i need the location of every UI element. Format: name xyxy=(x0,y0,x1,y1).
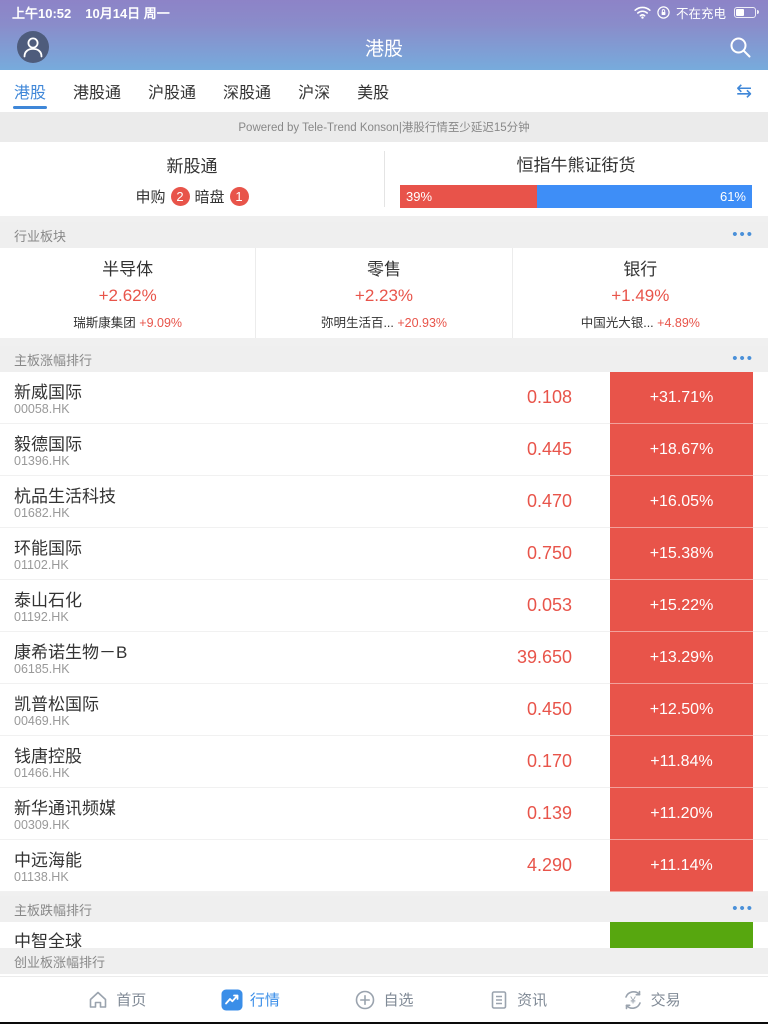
stock-row[interactable]: 泰山石化 01192.HK 0.053 +15.22% xyxy=(0,580,768,632)
stock-row[interactable]: 杭品生活科技 01682.HK 0.470 +16.05% xyxy=(0,476,768,528)
market-tab-bar: 港股 港股通 沪股通 深股通 沪深 美股 ⇆ xyxy=(0,70,768,112)
tab-hk[interactable]: 港股 xyxy=(14,70,46,112)
svg-text:¥: ¥ xyxy=(629,995,636,1006)
nav-home[interactable]: 首页 xyxy=(87,989,146,1011)
battery-icon xyxy=(734,6,759,18)
sector-section-title: 行业板块 xyxy=(14,228,67,244)
tab-us[interactable]: 美股 xyxy=(357,85,390,102)
ipo-darkpool-label: 暗盘 xyxy=(194,188,225,206)
account-avatar-icon[interactable] xyxy=(16,30,50,64)
cbbc-ratio-bar: 39% 61% xyxy=(400,184,752,208)
gem-gainers-header: 创业板涨幅排行 xyxy=(0,948,768,974)
ipo-darkpool-count-badge: 1 xyxy=(229,186,249,206)
trade-icon: ¥ xyxy=(624,990,641,1009)
status-bar: 上午10:52 10月14日 周一 不在充电 xyxy=(0,0,768,24)
home-indicator-bar xyxy=(0,1022,768,1024)
tab-sh-connect[interactable]: 沪股通 xyxy=(148,85,197,102)
change-badge: +31.71% xyxy=(610,372,753,424)
search-icon[interactable] xyxy=(728,35,752,59)
ipo-panel[interactable]: 新股通 申购 2 暗盘 1 xyxy=(0,142,384,216)
tab-hu-shen[interactable]: 沪深 xyxy=(298,85,331,102)
stock-row[interactable]: 中远海能 01138.HK 4.290 +11.14% xyxy=(0,840,768,892)
summary-divider xyxy=(384,151,385,207)
app-header: 港股 xyxy=(0,24,768,70)
top-gradient: 上午10:52 10月14日 周一 不在充电 港股 xyxy=(0,0,768,70)
stock-row[interactable]: 中智全球 xyxy=(0,922,768,948)
stock-row[interactable]: 钱唐控股 01466.HK 0.170 +11.84% xyxy=(0,736,768,788)
news-icon xyxy=(491,990,507,1009)
battery-status-text: 不在充电 xyxy=(675,6,726,21)
main-gainers-title: 主板涨幅排行 xyxy=(14,352,93,368)
change-badge: +15.22% xyxy=(610,580,753,632)
section-gap xyxy=(0,216,768,222)
change-badge: +11.14% xyxy=(610,840,753,892)
main-losers-header: 主板跌幅排行 ••• xyxy=(0,896,768,922)
tab-sz-connect[interactable]: 深股通 xyxy=(223,85,272,102)
page-title: 港股 xyxy=(364,38,403,60)
data-delay-notice: Powered by Tele-Trend Konson|港股行情至少延迟15分… xyxy=(0,112,768,142)
change-badge: +16.05% xyxy=(610,476,753,528)
ipo-title: 新股通 xyxy=(166,156,218,176)
section-gap xyxy=(0,892,768,896)
nav-trade[interactable]: ¥ 交易 xyxy=(622,989,681,1011)
nav-news[interactable]: 资讯 xyxy=(488,989,547,1011)
ipo-subscribe-count-badge: 2 xyxy=(170,186,190,206)
ipo-subscribe-label: 申购 xyxy=(135,188,166,206)
sector-cards: 半导体 +2.62% 瑞斯康集团 +9.09% 零售 +2.23% 弥明生活百.… xyxy=(0,248,768,338)
main-gainers-more-icon[interactable]: ••• xyxy=(732,350,754,367)
home-icon xyxy=(89,991,107,1008)
nav-quotes[interactable]: 行情 xyxy=(221,989,280,1011)
sector-card-retail[interactable]: 零售 +2.23% 弥明生活百... +20.93% xyxy=(255,248,511,338)
stock-row[interactable]: 新威国际 00058.HK 0.108 +31.71% xyxy=(0,372,768,424)
wifi-icon xyxy=(634,6,651,19)
market-summary: 新股通 申购 2 暗盘 1 恒指牛熊证街货 39% 61% xyxy=(0,142,768,216)
change-badge xyxy=(610,922,753,948)
sector-card-bank[interactable]: 银行 +1.49% 中国光大银... +4.89% xyxy=(511,248,768,338)
add-watchlist-icon xyxy=(356,990,375,1009)
cbbc-bull-bar: 39% xyxy=(400,184,538,208)
change-badge: +11.84% xyxy=(610,736,753,788)
bottom-nav: 首页 行情 自选 资讯 ¥ 交易 xyxy=(0,976,768,1022)
stock-row[interactable]: 毅德国际 01396.HK 0.445 +18.67% xyxy=(0,424,768,476)
main-losers-more-icon[interactable]: ••• xyxy=(732,900,754,917)
cbbc-title: 恒指牛熊证街货 xyxy=(516,155,636,175)
stock-row[interactable]: 环能国际 01102.HK 0.750 +15.38% xyxy=(0,528,768,580)
tab-hk-connect[interactable]: 港股通 xyxy=(73,85,122,102)
nav-watchlist[interactable]: 自选 xyxy=(354,989,413,1011)
main-gainers-header: 主板涨幅排行 ••• xyxy=(0,346,768,372)
change-badge: +18.67% xyxy=(610,424,753,476)
stock-row[interactable]: 新华通讯频媒 00309.HK 0.139 +11.20% xyxy=(0,788,768,840)
change-badge: +15.38% xyxy=(610,528,753,580)
status-date: 10月14日 周一 xyxy=(85,5,170,21)
sector-section-header: 行业板块 ••• xyxy=(0,222,768,248)
change-badge: +13.29% xyxy=(610,632,753,684)
sector-more-icon[interactable]: ••• xyxy=(732,226,754,243)
status-time: 上午10:52 xyxy=(12,5,72,21)
orientation-lock-icon xyxy=(657,5,670,19)
swap-markets-icon[interactable]: ⇆ xyxy=(736,80,752,102)
main-losers-title: 主板跌幅排行 xyxy=(14,902,93,918)
section-gap xyxy=(0,338,768,346)
cbbc-panel[interactable]: 恒指牛熊证街货 39% 61% xyxy=(384,142,768,216)
change-badge: +12.50% xyxy=(610,684,753,736)
quotes-icon xyxy=(221,989,243,1010)
change-badge: +11.20% xyxy=(610,788,753,840)
stock-row[interactable]: 凯普松国际 00469.HK 0.450 +12.50% xyxy=(0,684,768,736)
stock-row[interactable]: 康希诺生物－B 06185.HK 39.650 +13.29% xyxy=(0,632,768,684)
cbbc-bear-bar: 61% xyxy=(537,184,752,208)
gem-gainers-title: 创业板涨幅排行 xyxy=(14,954,106,970)
sector-card-semiconductor[interactable]: 半导体 +2.62% 瑞斯康集团 +9.09% xyxy=(73,260,183,330)
